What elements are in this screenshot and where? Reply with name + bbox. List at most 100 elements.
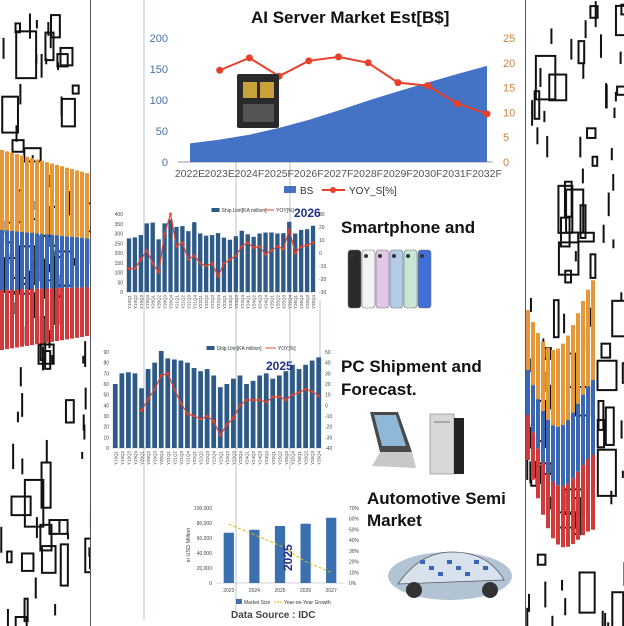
side-bar-segment xyxy=(571,325,575,413)
pattern-tick xyxy=(35,19,38,29)
pattern-tick xyxy=(561,579,564,591)
pattern-tick xyxy=(49,32,52,49)
side-bar-segment xyxy=(15,154,19,232)
pattern-tick xyxy=(614,91,617,102)
pattern-block xyxy=(59,46,74,67)
pattern-tick xyxy=(529,461,532,484)
pattern-tick xyxy=(81,451,84,459)
side-bar-segment xyxy=(75,170,79,238)
pattern-tick xyxy=(534,460,537,478)
side-bar-segment xyxy=(571,412,575,479)
pattern-block xyxy=(578,571,596,614)
side-bar-segment xyxy=(576,471,580,540)
side-bar-segment xyxy=(526,415,530,460)
side-bar-segment xyxy=(546,347,550,420)
side-bar-segment xyxy=(80,287,84,337)
side-bar-segment xyxy=(581,301,585,395)
side-bar-segment xyxy=(566,420,570,484)
pattern-block xyxy=(56,53,69,68)
pattern-tick xyxy=(570,38,573,60)
pattern-tick xyxy=(28,13,31,39)
pattern-block xyxy=(596,448,617,497)
pattern-block xyxy=(579,204,587,239)
pattern-tick xyxy=(0,526,3,553)
side-bar-segment xyxy=(70,287,74,339)
pattern-tick xyxy=(33,292,36,319)
side-bar-segment xyxy=(85,173,89,239)
side-bar-segment xyxy=(55,288,59,342)
side-bar-segment xyxy=(536,399,540,449)
auto-title-line2: Market xyxy=(367,511,422,530)
right-background-pattern xyxy=(526,0,624,626)
pattern-tick xyxy=(607,622,610,626)
pattern-tick xyxy=(613,107,616,119)
pattern-block xyxy=(71,84,80,95)
side-bar-segment xyxy=(556,485,560,545)
pattern-block xyxy=(589,5,599,19)
ai-server-title: AI Server Market Est[B$] xyxy=(251,8,450,27)
side-bar-segment xyxy=(546,419,550,475)
pattern-tick xyxy=(610,148,613,161)
pattern-tick xyxy=(546,135,549,158)
pattern-tick xyxy=(12,443,15,470)
pattern-block xyxy=(40,545,57,574)
side-bar-segment xyxy=(531,432,535,480)
pattern-block xyxy=(616,85,624,96)
pattern-tick xyxy=(536,127,539,145)
pattern-block xyxy=(536,553,547,566)
side-bar-segment xyxy=(576,313,580,404)
left-background-pattern xyxy=(0,0,92,626)
pattern-tick xyxy=(83,424,86,440)
pattern-block xyxy=(565,188,585,234)
pattern-tick xyxy=(594,1,597,28)
pattern-tick xyxy=(610,490,613,505)
side-bar-segment xyxy=(546,474,550,529)
infographic-panel: AI Server Market Est[B$] Smartphone and … xyxy=(90,0,526,626)
pattern-block xyxy=(39,523,53,552)
side-bar-segment xyxy=(576,403,580,472)
pattern-tick xyxy=(82,414,85,431)
side-bar-segment xyxy=(586,458,590,532)
pattern-block xyxy=(596,419,606,449)
side-bar-segment xyxy=(65,287,69,340)
pattern-tick xyxy=(73,257,76,266)
side-bar-segment xyxy=(5,151,9,231)
pattern-tick xyxy=(45,439,48,462)
pattern-tick xyxy=(21,458,24,475)
pattern-tick xyxy=(589,307,592,327)
side-bar-segment xyxy=(45,162,49,235)
side-bar-segment xyxy=(586,386,590,459)
pattern-tick xyxy=(15,125,18,142)
pattern-tick xyxy=(581,168,584,184)
side-bar-segment xyxy=(60,235,64,289)
pattern-block xyxy=(586,127,597,139)
pattern-tick xyxy=(48,263,51,273)
pattern-block xyxy=(11,139,25,153)
side-bar-segment xyxy=(536,448,540,499)
side-bar-segment xyxy=(5,230,9,290)
pattern-block xyxy=(50,14,61,39)
side-bar-segment xyxy=(55,235,59,289)
pattern-tick xyxy=(550,28,553,45)
side-bar-segment xyxy=(35,288,39,345)
pattern-tick xyxy=(551,615,554,626)
pattern-block xyxy=(614,4,624,37)
pattern-block xyxy=(1,95,19,134)
pattern-block xyxy=(44,31,55,62)
side-bar-segment xyxy=(0,150,4,230)
side-bar-segment xyxy=(50,288,54,342)
pattern-tick xyxy=(51,355,54,364)
side-bar-segment xyxy=(556,426,560,486)
side-bar-segment xyxy=(85,287,89,337)
pattern-tick xyxy=(543,110,546,123)
pattern-tick xyxy=(45,58,48,65)
pattern-tick xyxy=(563,313,566,334)
pattern-tick xyxy=(60,96,63,117)
side-bar-segment xyxy=(45,234,49,289)
pattern-tick xyxy=(544,581,547,608)
side-bar-segment xyxy=(566,335,570,421)
pattern-tick xyxy=(47,22,50,36)
side-bar-segment xyxy=(541,410,545,463)
side-bar-segment xyxy=(35,233,39,289)
pattern-tick xyxy=(28,270,31,291)
